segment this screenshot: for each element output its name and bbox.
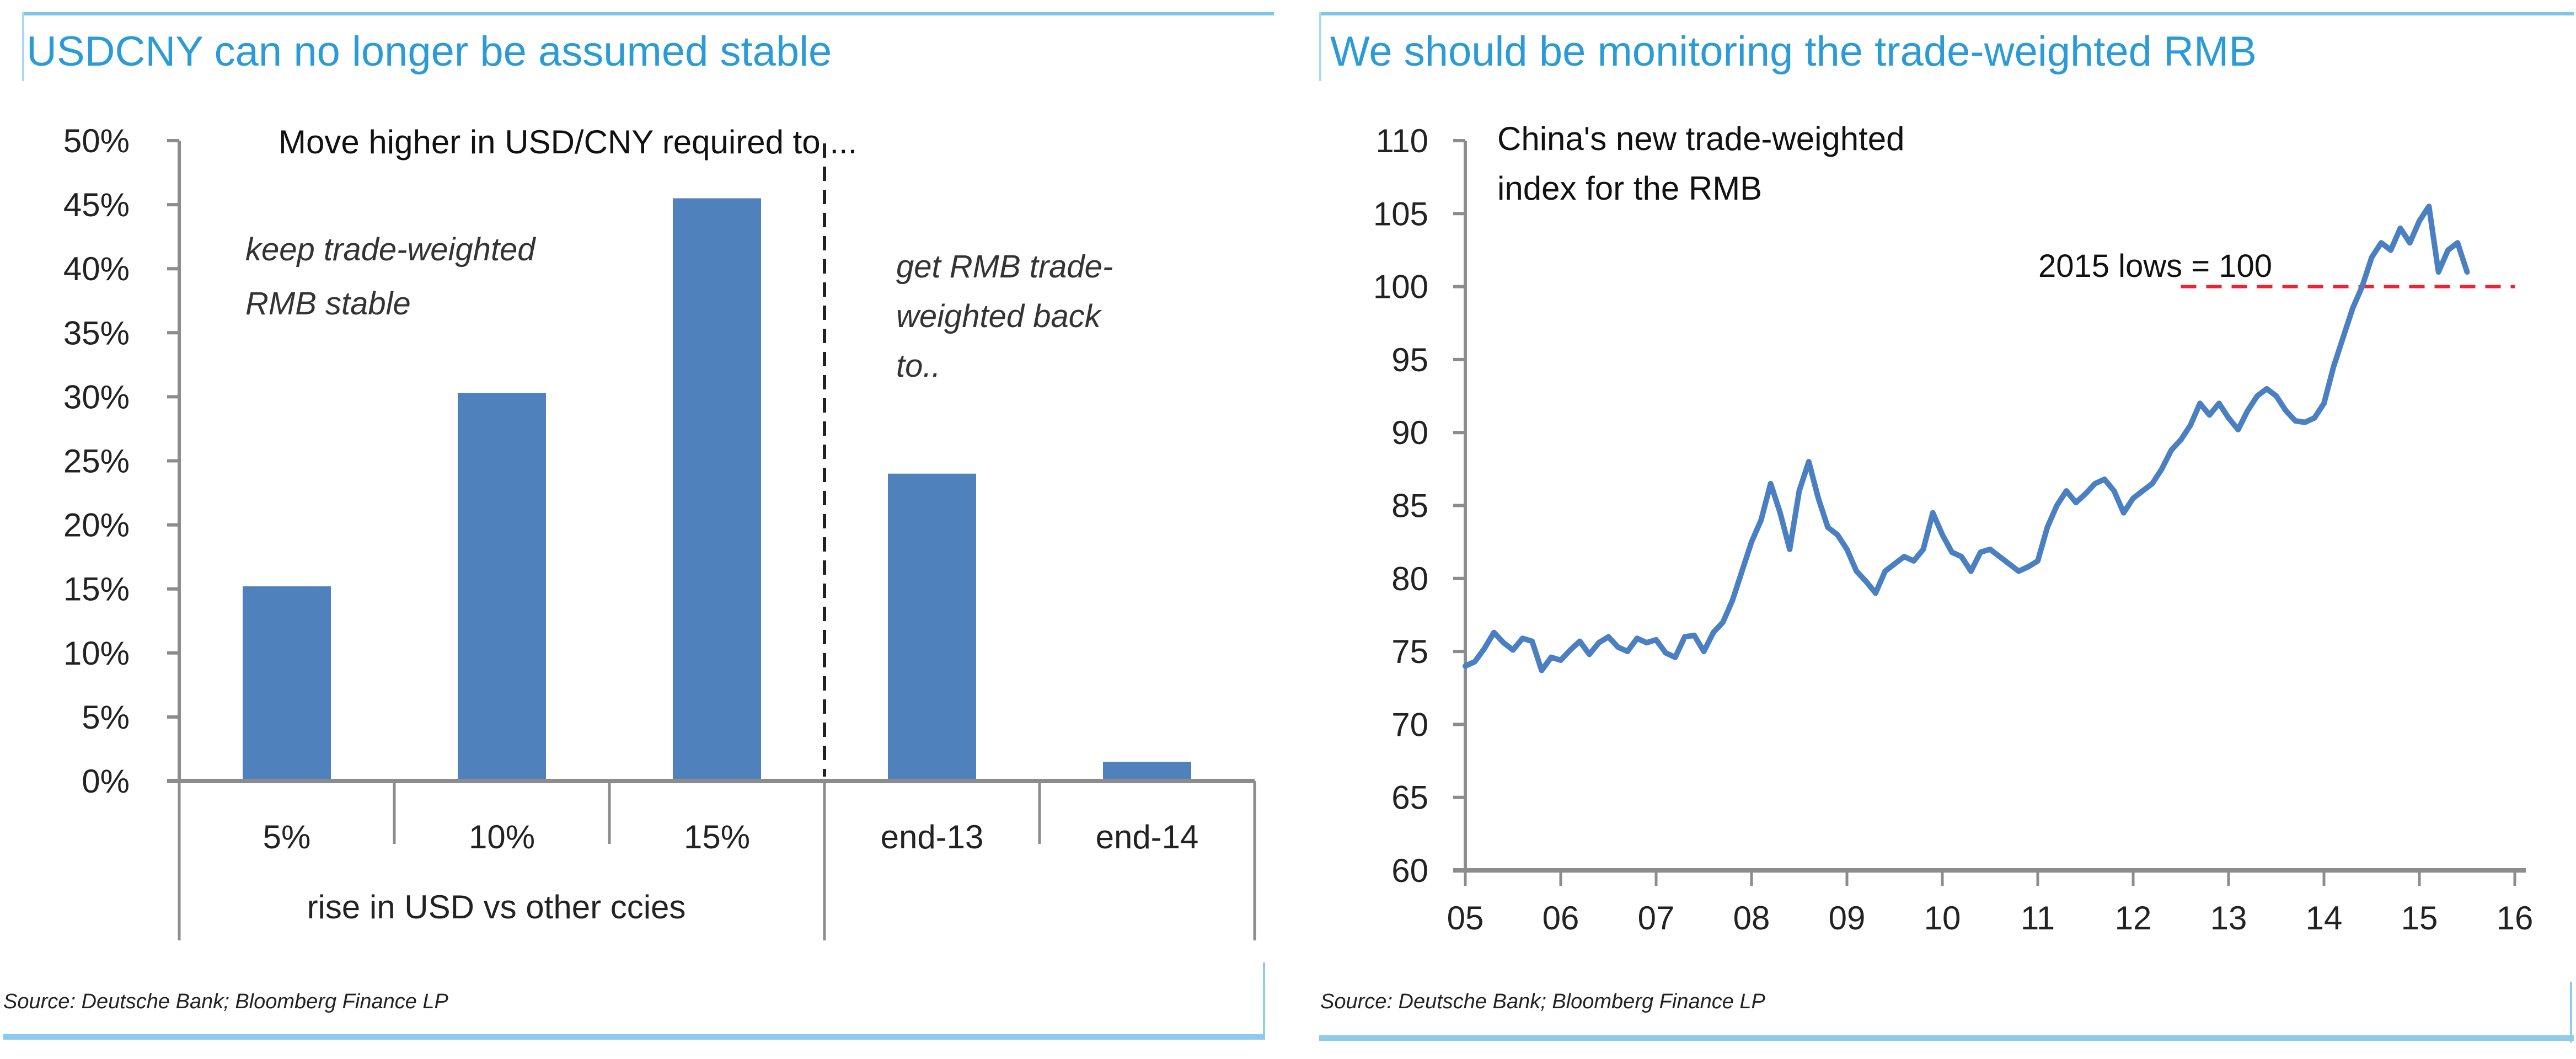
annotation-get-back-line3: to.. [896, 348, 941, 384]
right-panel-top-border [1319, 12, 2574, 15]
line-y-tick-label: 60 [1391, 852, 1428, 889]
right-panel-right-border [2570, 982, 2572, 1042]
bar-15pct [673, 198, 761, 781]
annotation-keep-stable-line1: keep trade-weighted [245, 232, 536, 268]
bar-10pct [458, 393, 546, 781]
line-y-tick-label: 70 [1391, 706, 1428, 743]
bar-y-tick-label: 35% [63, 314, 130, 351]
bar-5pct [243, 586, 331, 781]
line-series-trade-weighted-rmb [1463, 204, 2470, 673]
line-chart-title-line2: index for the RMB [1497, 170, 1762, 207]
bar-x-tick-label: end-13 [881, 819, 984, 855]
line-x-tick-label: 07 [1638, 900, 1675, 937]
bar-chart-bars [243, 198, 1191, 781]
line-x-tick-label: 13 [2210, 900, 2247, 937]
bar-y-tick-label: 40% [63, 250, 130, 287]
line-x-tick-label: 05 [1447, 900, 1484, 937]
left-panel-source: Source: Deutsche Bank; Bloomberg Finance… [3, 990, 448, 1013]
bar-x-tick-label: 5% [263, 819, 311, 855]
right-panel-source: Source: Deutsche Bank; Bloomberg Finance… [1320, 990, 1765, 1013]
line-chart-y-axis: 60 65 70 75 80 85 90 95 100 105 110 [1373, 122, 1467, 889]
bar-y-tick-label: 25% [63, 443, 130, 480]
left-panel-bottom-border [3, 1034, 1265, 1040]
line-chart: China's new trade-weighted index for the… [1373, 120, 2533, 937]
bar-y-tick-label: 10% [63, 635, 130, 672]
bar-y-tick-label: 5% [82, 699, 130, 736]
left-panel-title: USDCNY can no longer be assumed stable [26, 28, 832, 75]
bar-y-tick-label: 50% [63, 122, 130, 159]
right-panel-bottom-border [1319, 1035, 2574, 1041]
left-panel-top-border [22, 12, 1274, 15]
line-x-tick-label: 06 [1543, 900, 1579, 937]
bar-chart-x-axis: 5% 10% 15% end-13 end-14 [167, 779, 1256, 940]
annotation-keep-stable-line2: RMB stable [245, 286, 411, 322]
line-y-tick-label: 100 [1373, 269, 1428, 306]
line-y-tick-label: 65 [1391, 779, 1428, 816]
line-x-tick-label: 14 [2306, 900, 2343, 937]
line-y-tick-label: 110 [1375, 122, 1428, 159]
bar-y-tick-label: 30% [63, 378, 130, 415]
bar-end-13 [888, 473, 976, 781]
bar-x-tick-label: 10% [469, 819, 535, 855]
bar-y-tick-label: 45% [63, 186, 130, 223]
right-panel-title: We should be monitoring the trade-weight… [1330, 28, 2257, 75]
line-chart-title-line1: China's new trade-weighted [1497, 120, 1905, 157]
annotation-get-back-line1: get RMB trade- [896, 249, 1113, 285]
line-chart-x-axis: 05 06 07 08 09 10 11 12 13 14 15 16 [1447, 868, 2534, 937]
line-x-tick-label: 11 [2021, 900, 2055, 937]
bar-end-14 [1103, 762, 1191, 781]
bar-y-tick-label: 0% [82, 763, 130, 800]
line-x-tick-label: 12 [2115, 900, 2152, 937]
line-y-tick-label: 75 [1391, 633, 1428, 670]
line-x-tick-label: 08 [1733, 900, 1770, 937]
line-x-tick-label: 09 [1829, 900, 1866, 937]
left-panel-right-border [1263, 962, 1265, 1040]
line-x-tick-label: 10 [1924, 900, 1961, 937]
line-y-tick-label: 90 [1391, 414, 1428, 451]
x-group-label-rise-in-usd: rise in USD vs other ccies [307, 889, 686, 926]
reference-line-label: 2015 lows = 100 [2038, 248, 2272, 284]
line-y-tick-label: 85 [1391, 488, 1428, 525]
bar-chart: Move higher in USD/CNY required to ... 0… [63, 122, 1256, 940]
bar-x-tick-label: end-14 [1096, 819, 1199, 855]
bar-y-tick-label: 20% [63, 507, 130, 544]
line-y-tick-label: 95 [1391, 341, 1428, 378]
right-panel-left-border [1319, 12, 1321, 81]
line-y-tick-label: 105 [1373, 195, 1428, 232]
bar-x-tick-label: 15% [684, 819, 750, 855]
bar-chart-title: Move higher in USD/CNY required to ... [279, 124, 857, 161]
line-x-tick-label: 16 [2497, 900, 2534, 937]
line-x-tick-label: 15 [2401, 900, 2438, 937]
bar-y-tick-label: 15% [63, 571, 130, 608]
line-y-tick-label: 80 [1391, 560, 1428, 597]
left-panel-left-border [22, 12, 24, 81]
annotation-get-back-line2: weighted back [896, 298, 1102, 334]
bar-chart-y-axis: 0% 5% 10% 15% 20% 25% 30% 35% 40% 45% 50% [63, 122, 181, 800]
